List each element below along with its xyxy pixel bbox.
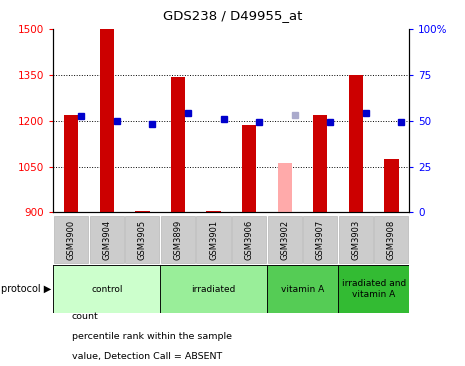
Text: GSM3900: GSM3900 xyxy=(67,220,76,260)
Bar xyxy=(278,163,292,212)
Text: GSM3903: GSM3903 xyxy=(352,220,360,260)
Text: GSM3906: GSM3906 xyxy=(245,220,253,260)
Bar xyxy=(206,211,221,212)
Text: GSM3899: GSM3899 xyxy=(173,220,182,260)
Bar xyxy=(339,216,373,263)
Text: value, Detection Call = ABSENT: value, Detection Call = ABSENT xyxy=(72,352,222,361)
Bar xyxy=(126,216,159,263)
Bar xyxy=(338,265,409,313)
Bar xyxy=(349,75,363,212)
Bar xyxy=(384,159,399,212)
Text: irradiated and
vitamin A: irradiated and vitamin A xyxy=(341,279,406,299)
Text: GDS238 / D49955_at: GDS238 / D49955_at xyxy=(163,9,302,22)
Bar xyxy=(64,115,79,212)
Bar xyxy=(303,216,337,263)
Text: vitamin A: vitamin A xyxy=(281,285,324,294)
Bar xyxy=(90,216,124,263)
Text: GSM3902: GSM3902 xyxy=(280,220,289,260)
Text: GSM3908: GSM3908 xyxy=(387,220,396,260)
Bar xyxy=(171,76,185,212)
Bar xyxy=(161,216,195,263)
Bar xyxy=(160,265,267,313)
Bar xyxy=(232,216,266,263)
Bar xyxy=(135,211,150,212)
Text: count: count xyxy=(72,312,99,321)
Bar xyxy=(100,29,114,212)
Text: percentile rank within the sample: percentile rank within the sample xyxy=(72,332,232,341)
Bar xyxy=(374,216,408,263)
Bar xyxy=(267,265,338,313)
Text: irradiated: irradiated xyxy=(192,285,236,294)
Text: GSM3901: GSM3901 xyxy=(209,220,218,260)
Text: GSM3904: GSM3904 xyxy=(102,220,111,260)
Bar xyxy=(53,265,160,313)
Bar xyxy=(197,216,231,263)
Bar xyxy=(313,115,327,212)
Text: GSM3907: GSM3907 xyxy=(316,220,325,260)
Text: GSM3905: GSM3905 xyxy=(138,220,147,260)
Text: control: control xyxy=(91,285,123,294)
Bar xyxy=(54,216,88,263)
Text: protocol ▶: protocol ▶ xyxy=(1,284,51,294)
Bar xyxy=(242,125,256,212)
Bar xyxy=(268,216,302,263)
